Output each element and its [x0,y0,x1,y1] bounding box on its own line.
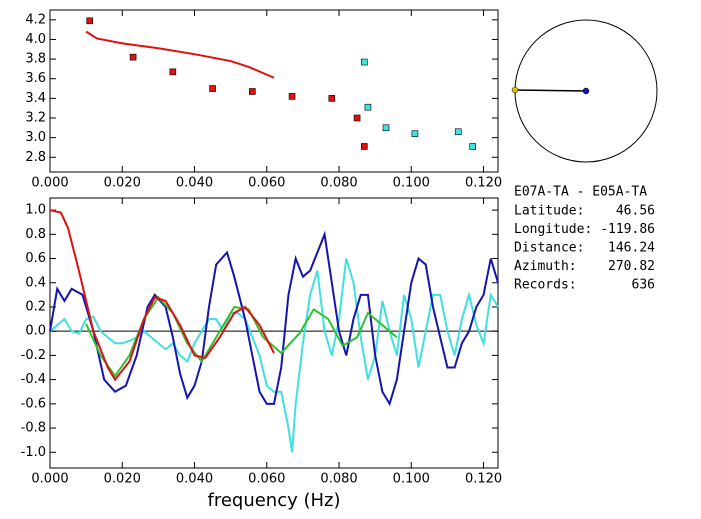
y-tick-label: 0.0 [25,324,46,339]
series-line [49,258,499,453]
marker [353,114,361,122]
y-tick-label: 3.8 [25,52,46,67]
info-label: Records: [514,278,577,293]
x-tick-label: 0.060 [248,176,285,191]
x-tick-label: 0.120 [465,176,502,191]
series-line [85,30,275,79]
y-tick-label: 3.4 [25,91,46,106]
y-tick-label: -0.4 [21,372,46,387]
y-tick-label: -0.8 [21,421,46,436]
y-tick-label: 0.8 [25,227,46,242]
x-tick-label: 0.020 [104,176,141,191]
marker [361,143,368,150]
y-tick-label: -0.2 [21,348,46,363]
marker [469,143,477,150]
marker [361,58,368,66]
marker [454,128,462,136]
y-tick-label: 0.2 [25,299,46,314]
y-tick-label: 4.2 [25,12,46,27]
plot-frame [49,197,499,469]
series-line [49,230,499,407]
x-tick-label: 0.000 [31,176,68,191]
station-far [511,86,519,94]
series-line [49,209,275,382]
marker [169,68,177,76]
y-tick-label: -1.0 [21,445,46,460]
x-tick-label: 0.080 [320,472,357,487]
station-center [582,87,590,95]
info-label: Longitude: [514,222,592,237]
x-tick-label: 0.080 [320,176,357,191]
marker [129,53,137,61]
x-tick-label: 0.040 [176,472,213,487]
x-tick-label: 0.100 [393,472,430,487]
info-label: Distance: [514,241,584,256]
y-tick-label: 1.0 [25,203,46,218]
y-tick-label: 0.4 [25,275,46,290]
marker [382,124,390,132]
marker [411,130,419,138]
y-tick-label: 2.8 [25,150,46,165]
x-tick-label: 0.040 [176,176,213,191]
x-axis-label: frequency (Hz) [207,490,340,511]
info-value: 270.82 [608,259,655,274]
y-tick-label: 3.6 [25,71,46,86]
y-tick-label: 3.2 [25,111,46,126]
marker [209,85,216,92]
x-tick-label: 0.020 [104,472,141,487]
info-label: Latitude: [514,204,584,219]
info-value: -119.86 [600,222,655,237]
marker [364,103,372,111]
y-tick-label: -0.6 [21,396,46,411]
plot-frame [49,9,499,173]
y-tick-label: 3.0 [25,130,46,145]
info-value: 636 [632,278,655,293]
x-tick-label: 0.100 [393,176,430,191]
marker [249,88,256,95]
y-tick-label: 0.6 [25,251,46,266]
info-value: 146.24 [608,241,655,256]
marker [328,95,336,102]
info-label: Azimuth: [514,259,577,274]
azimuth-line [514,89,587,92]
x-tick-label: 0.060 [248,472,285,487]
marker [86,17,94,25]
station-pair: E07A-TA - E05A-TA [514,185,647,200]
info-value: 46.56 [616,204,655,219]
marker [288,93,296,100]
x-tick-label: 0.000 [31,472,68,487]
x-tick-label: 0.120 [465,472,502,487]
y-tick-label: 4.0 [25,32,46,47]
